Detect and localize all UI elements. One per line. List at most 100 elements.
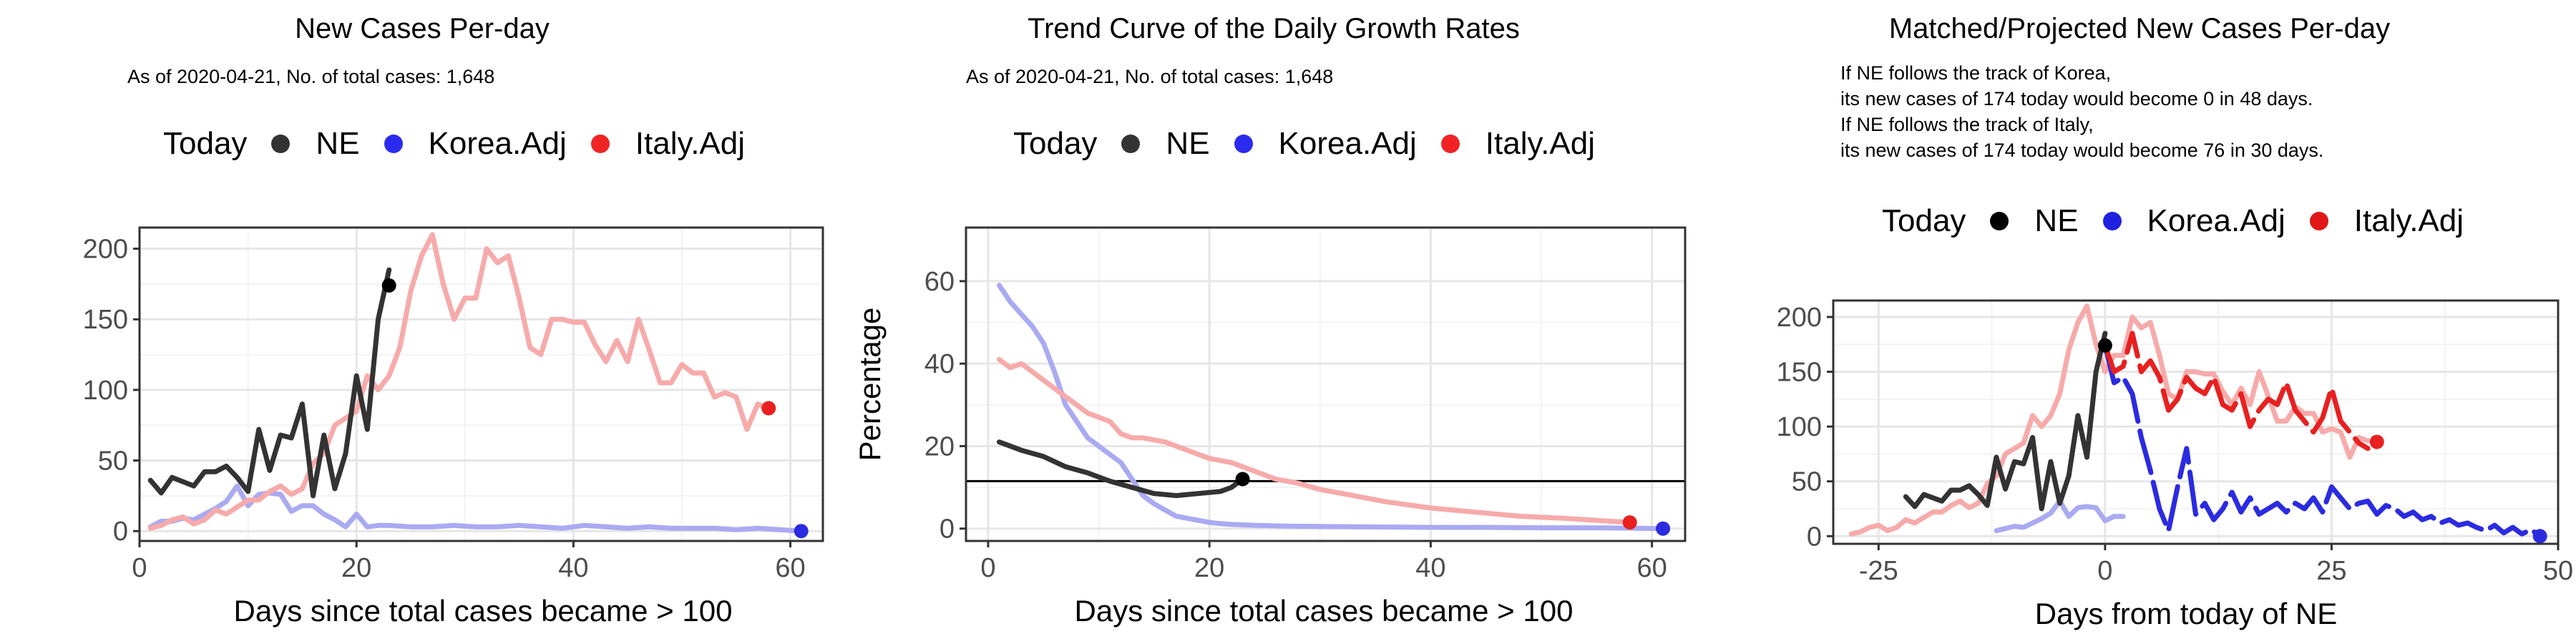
x-tick-label: 0 (132, 553, 147, 583)
legend-item-italy: Italy.Adj (2309, 203, 2464, 239)
today-point-ne (2097, 338, 2112, 353)
legend-label-ne: NE (1166, 126, 1210, 161)
legend-item-ne: NE (1990, 203, 2079, 239)
legend-title: Today (1013, 126, 1098, 161)
legend-dot-ne (1121, 135, 1141, 153)
legend-dot-korea (1234, 135, 1253, 153)
legend-dot-ne (1990, 212, 2009, 230)
legend-label-italy: Italy.Adj (635, 126, 746, 161)
today-point-korea-adj (794, 524, 809, 539)
series-line-italy-adj-projected (2102, 331, 2371, 452)
x-tick-label: 40 (1415, 553, 1445, 583)
x-tick-label: -25 (1859, 556, 1898, 586)
y-tick-label: 100 (1777, 412, 1822, 442)
today-point-ne (381, 278, 396, 293)
legend-dot-italy (1440, 135, 1460, 153)
chart-legend: Today NE Korea.Adj Italy.Adj (1882, 203, 2488, 239)
projection-note: its new cases of 174 today would become … (1840, 140, 2324, 161)
y-tick-label: 50 (1792, 467, 1822, 497)
projection-note: its new cases of 174 today would become … (1840, 88, 2313, 109)
series-line-italy-adj (996, 356, 1633, 525)
legend-label-korea: Korea.Adj (2147, 203, 2285, 238)
legend-label-italy: Italy.Adj (1485, 126, 1596, 161)
today-point-italy-adj (2369, 434, 2384, 449)
legend-dot-korea (384, 135, 403, 153)
chart-panel-projected: Matched/Projected New Cases Per-day If N… (1710, 0, 2574, 644)
x-axis-title: Days since total cases became > 100 (234, 594, 733, 628)
legend-title: Today (163, 126, 248, 161)
today-point-italy-adj (761, 401, 776, 416)
x-tick-label: 20 (341, 553, 371, 583)
legend-label-korea: Korea.Adj (428, 126, 567, 161)
y-tick-label: 150 (83, 305, 128, 335)
projection-note: If NE follows the track of Italy, (1840, 114, 2094, 135)
chart-title: New Cases Per-day (295, 13, 550, 44)
chart-legend: Today NE Korea.Adj Italy.Adj (1013, 126, 1619, 162)
x-tick-label: 0 (980, 553, 995, 583)
legend-item-italy: Italy.Adj (1440, 126, 1596, 162)
chart-plot-growth-rates: 0 20 40 60 0 20 40 60 Days since total cases bec… (853, 226, 1687, 628)
legend-dot-korea (2102, 212, 2122, 230)
y-tick-label: 200 (1777, 303, 1822, 333)
x-tick-label: 60 (1636, 553, 1667, 583)
y-tick-label: 200 (83, 235, 128, 265)
plot-border (1832, 299, 2560, 545)
chart-panel-growth-rates: Trend Curve of the Daily Growth Rates As… (852, 0, 1696, 644)
legend-item-italy: Italy.Adj (590, 126, 746, 162)
legend-label-ne: NE (316, 126, 360, 161)
legend-label-italy: Italy.Adj (2353, 203, 2464, 238)
series-line-ne (996, 439, 1245, 499)
y-tick-label: 0 (940, 514, 955, 545)
x-tick-label: 50 (2543, 556, 2573, 586)
legend-dot-italy (590, 135, 610, 153)
y-tick-label: 150 (1777, 358, 1822, 388)
legend-label-korea: Korea.Adj (1278, 126, 1417, 161)
y-tick-label: 100 (83, 376, 128, 406)
x-tick-label: 40 (558, 553, 588, 583)
legend-item-ne: NE (1121, 126, 1210, 162)
projection-note: If NE follows the track of Korea, (1840, 62, 2112, 84)
chart-subtitle: As of 2020-04-21, No. of total cases: 1,… (127, 66, 495, 87)
x-tick-label: 60 (775, 553, 805, 583)
today-point-ne (1235, 472, 1250, 487)
legend-item-ne: NE (271, 126, 360, 162)
today-point-korea-adj (2532, 529, 2547, 544)
today-point-italy-adj (1622, 515, 1637, 530)
chart-plot-new-cases: 0 20 40 60 0 50 100 150 200 Days since total case… (83, 226, 824, 628)
y-tick-label: 60 (924, 267, 955, 297)
plot-background (966, 228, 1685, 541)
x-tick-label: 25 (2316, 556, 2346, 586)
series-line-ne (147, 267, 392, 499)
legend-item-korea: Korea.Adj (384, 126, 567, 162)
series-line-ne (1903, 331, 2108, 512)
today-point-korea-adj (1656, 521, 1671, 536)
y-tick-label: 40 (924, 349, 955, 379)
y-tick-label: 20 (924, 431, 955, 462)
chart-plot-projected: -25 0 25 50 0 50 100 150 200 Days from today of N… (1777, 299, 2573, 630)
projection-note-list: If NE follows the track of Korea, its ne… (1840, 60, 2323, 163)
y-tick-label: 0 (1807, 522, 1822, 552)
y-tick-label: 50 (98, 447, 128, 477)
y-tick-label: 0 (113, 517, 128, 547)
x-axis-title: Days from today of NE (2035, 597, 2337, 630)
legend-label-ne: NE (2034, 203, 2079, 238)
plot-border (965, 226, 1687, 542)
series-line-korea-adj (996, 283, 1666, 532)
chart-legend: Today NE Korea.Adj Italy.Adj (163, 126, 769, 162)
legend-title: Today (1882, 203, 1966, 238)
chart-title: Matched/Projected New Cases Per-day (1888, 13, 2391, 44)
chart-panel-new-cases: New Cases Per-day As of 2020-04-21, No. … (0, 0, 844, 644)
legend-item-korea: Korea.Adj (1234, 126, 1417, 162)
x-tick-label: 20 (1194, 553, 1224, 583)
legend-dot-ne (271, 135, 291, 153)
series-line-korea-adj-projected (2102, 343, 2543, 539)
series-line-italy-adj (147, 232, 771, 531)
chart-subtitle: As of 2020-04-21, No. of total cases: 1,… (966, 66, 1334, 87)
y-axis-title: Percentage (853, 308, 887, 462)
legend-dot-italy (2309, 212, 2328, 230)
x-axis-title: Days since total cases became > 100 (1075, 594, 1574, 628)
series-line-korea-adj (147, 483, 804, 534)
plot-border (138, 226, 824, 542)
x-tick-label: 0 (2097, 556, 2112, 586)
legend-item-korea: Korea.Adj (2102, 203, 2285, 239)
